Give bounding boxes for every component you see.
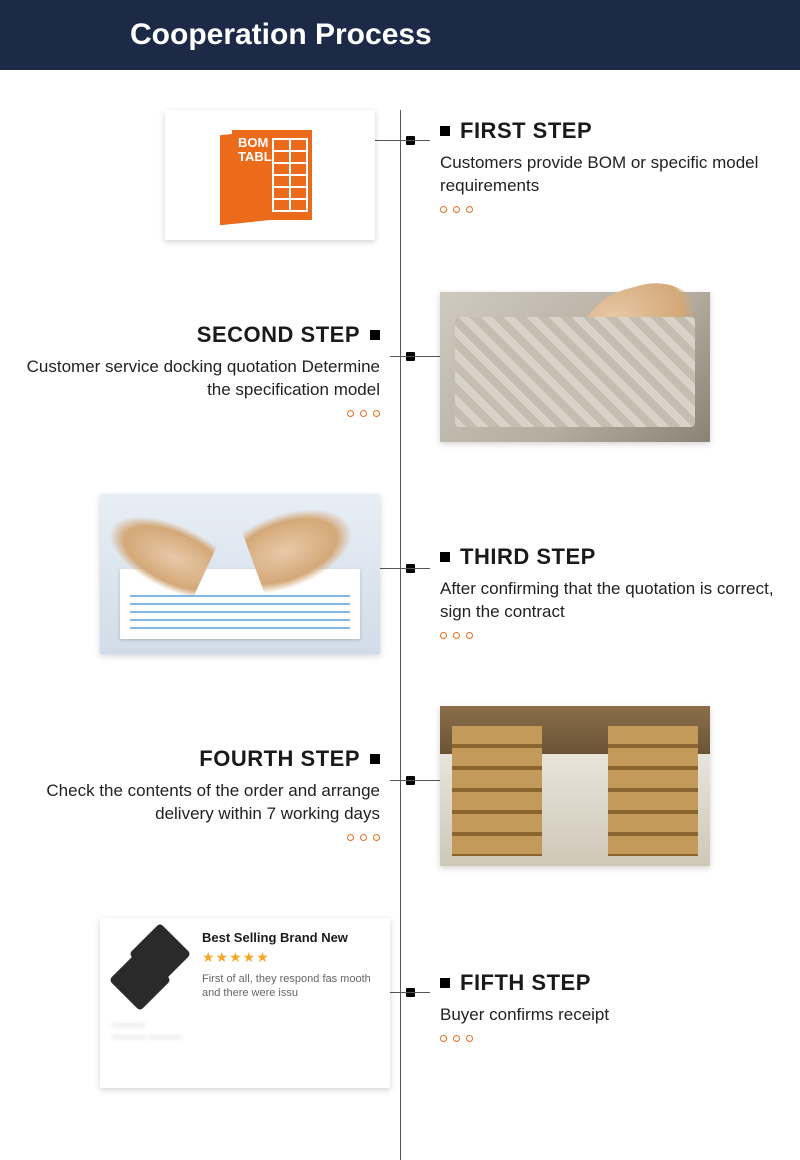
step-title: FIFTH STEP — [460, 970, 591, 996]
step-desc: Buyer confirms receipt — [440, 1004, 800, 1027]
step-4: FOURTH STEP Check the contents of the or… — [10, 706, 790, 906]
step-text: SECOND STEP Customer service docking quo… — [10, 322, 380, 417]
step-5: Best Selling Brand New ★★★★★ First of al… — [10, 918, 790, 1108]
dots-icon — [440, 632, 800, 639]
signing-image — [100, 494, 380, 654]
step-title: FOURTH STEP — [199, 746, 360, 772]
step-desc: Check the contents of the order and arra… — [10, 780, 380, 826]
review-card: Best Selling Brand New ★★★★★ First of al… — [100, 918, 390, 1088]
step-2: SECOND STEP Customer service docking quo… — [10, 292, 790, 482]
bullet-icon — [440, 978, 450, 988]
warehouse-image — [440, 706, 710, 866]
step-desc: Customers provide BOM or specific model … — [440, 152, 800, 198]
bullet-icon — [440, 552, 450, 562]
dots-icon — [440, 206, 800, 213]
bullet-icon — [370, 330, 380, 340]
chip-icon — [112, 930, 192, 1010]
connector-right — [410, 568, 430, 569]
step-text: FIRST STEP Customers provide BOM or spec… — [440, 118, 800, 213]
step-1: BOMTABLE FIRST STEP Customers provide BO… — [10, 110, 790, 280]
step-text: FIFTH STEP Buyer confirms receipt — [440, 970, 800, 1042]
connector-left — [390, 356, 410, 357]
step-text: FOURTH STEP Check the contents of the or… — [10, 746, 380, 841]
bom-table-icon-card: BOMTABLE — [165, 110, 375, 240]
dots-icon — [10, 834, 380, 841]
review-blurred: —————— ——— — [112, 1019, 378, 1043]
connector-left — [375, 140, 410, 141]
bom-table-icon: BOMTABLE — [220, 130, 320, 220]
dots-icon — [10, 410, 380, 417]
timeline: BOMTABLE FIRST STEP Customers provide BO… — [0, 110, 800, 1160]
keyboard-image — [440, 292, 710, 442]
connector-right — [410, 356, 440, 357]
bullet-icon — [370, 754, 380, 764]
connector-right — [410, 992, 430, 993]
step-3: THIRD STEP After confirming that the quo… — [10, 494, 790, 694]
connector-right — [410, 140, 430, 141]
step-desc: Customer service docking quotation Deter… — [10, 356, 380, 402]
page-header: Cooperation Process — [0, 0, 800, 70]
step-title: FIRST STEP — [460, 118, 592, 144]
dots-icon — [440, 1035, 800, 1042]
connector-left — [390, 780, 410, 781]
step-title: THIRD STEP — [460, 544, 596, 570]
page-title: Cooperation Process — [130, 18, 432, 51]
step-text: THIRD STEP After confirming that the quo… — [440, 544, 800, 639]
connector-left — [380, 568, 410, 569]
connector-right — [410, 780, 440, 781]
step-desc: After confirming that the quotation is c… — [440, 578, 800, 624]
step-title: SECOND STEP — [197, 322, 360, 348]
bullet-icon — [440, 126, 450, 136]
